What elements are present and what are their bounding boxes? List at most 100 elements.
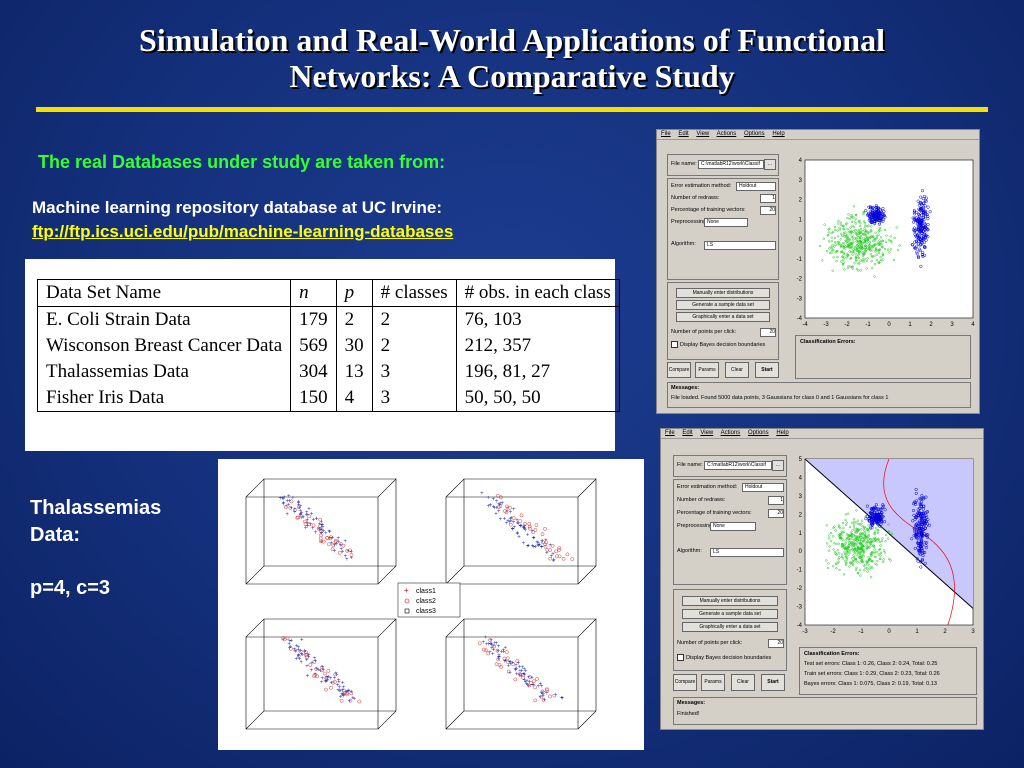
- class-1-point: [913, 546, 917, 551]
- manual-distributions-button[interactable]: Manually enter distributions: [676, 288, 770, 298]
- clear-button[interactable]: Clear: [731, 674, 755, 691]
- menu-options[interactable]: Options: [743, 131, 765, 137]
- generate-dataset-button[interactable]: Generate a sample data set: [676, 300, 770, 310]
- repo-link[interactable]: ftp://ftp.ics.uci.edu/pub/machine-learni…: [32, 222, 454, 241]
- class1-marker: +: [494, 511, 498, 517]
- browse-button[interactable]: ...: [772, 460, 784, 471]
- error-method-select[interactable]: Holdout: [742, 483, 784, 492]
- compare-button[interactable]: Compare: [667, 362, 691, 378]
- class-1-point: [923, 245, 927, 249]
- menu-actions[interactable]: Actions: [716, 131, 737, 137]
- class-1-point: [917, 526, 921, 530]
- graphical-entry-button[interactable]: Graphically enter a data set: [676, 312, 770, 322]
- class-0-point: [860, 245, 863, 248]
- params-button[interactable]: Params: [701, 674, 725, 691]
- class2-marker: [295, 515, 300, 520]
- menu-view[interactable]: View: [696, 131, 710, 137]
- class1-marker: +: [497, 655, 501, 661]
- class1-marker: +: [307, 653, 311, 659]
- class-1-point: [923, 561, 927, 565]
- redraws-field[interactable]: 1: [760, 194, 776, 203]
- start-button[interactable]: Start: [755, 362, 779, 378]
- error-method-select[interactable]: Holdout: [736, 182, 776, 191]
- x-tick-label: 1: [908, 322, 912, 328]
- class2-marker: [550, 544, 555, 548]
- class-0-point: [886, 248, 890, 251]
- class-0-point: [879, 554, 882, 557]
- class-0-point: [863, 569, 866, 572]
- class-0-point: [874, 248, 878, 251]
- class1-marker: +: [488, 503, 492, 509]
- browse-button[interactable]: ...: [764, 159, 776, 170]
- dataset-table-panel: Data Set Name n p # classes # obs. in ea…: [25, 259, 620, 451]
- x-tick-label: 1: [915, 629, 919, 635]
- class2-marker: [342, 688, 346, 693]
- menu-help[interactable]: Help: [776, 430, 789, 436]
- preproc-select[interactable]: None: [704, 218, 748, 227]
- scatter-axes-box: [445, 618, 597, 730]
- class1-marker: +: [517, 535, 521, 541]
- generate-dataset-button[interactable]: Generate a sample data set: [682, 609, 778, 619]
- preproc-select[interactable]: None: [710, 522, 756, 531]
- menu-file[interactable]: File: [661, 131, 671, 137]
- params-button[interactable]: Params: [695, 362, 719, 378]
- class2-marker: [540, 532, 545, 537]
- class-1-point: [873, 221, 877, 225]
- points-field[interactable]: 20: [760, 328, 776, 337]
- class-0-point: [851, 560, 855, 563]
- class-0-point: [858, 548, 861, 551]
- bayes-error-text: Bayes errors: Class 1: 0.075, Class 2: 0…: [804, 681, 937, 687]
- class-1-point: [924, 212, 928, 216]
- error-method-label: Error estimation method:: [671, 183, 732, 189]
- bayes-checkbox-label[interactable]: Display Bayes decision boundaries: [671, 341, 765, 348]
- class-1-point: [868, 205, 872, 209]
- class-0-point: [844, 518, 847, 522]
- class-1-point: [911, 519, 915, 523]
- pct-field[interactable]: 20: [760, 206, 776, 215]
- menu-options[interactable]: Options: [747, 430, 769, 436]
- pct-field[interactable]: 20: [768, 509, 784, 518]
- menu-view[interactable]: View: [700, 430, 714, 436]
- start-button[interactable]: Start: [761, 674, 785, 691]
- clear-button[interactable]: Clear: [725, 362, 749, 378]
- class-0-point: [854, 531, 857, 534]
- menu-file[interactable]: File: [665, 430, 675, 436]
- file-name-field[interactable]: C:\matlabR12\work\Classif: [704, 461, 772, 470]
- class-0-point: [856, 234, 859, 237]
- decision-boundary: [804, 458, 974, 609]
- class2-marker: [329, 685, 333, 690]
- algorithm-select[interactable]: LS: [710, 548, 784, 557]
- class1-marker: +: [320, 539, 324, 545]
- menu-help[interactable]: Help: [772, 131, 785, 137]
- bayes-checkbox[interactable]: [671, 341, 678, 348]
- class1-marker: +: [337, 678, 341, 684]
- class1-marker: +: [341, 694, 345, 700]
- class1-marker: +: [501, 648, 505, 654]
- compare-button[interactable]: Compare: [673, 674, 697, 691]
- graphical-entry-button[interactable]: Graphically enter a data set: [682, 622, 778, 632]
- bayes-checkbox-label[interactable]: Display Bayes decision boundaries: [677, 654, 771, 661]
- manual-distributions-button[interactable]: Manually enter distributions: [682, 596, 778, 606]
- bayes-checkbox[interactable]: [677, 654, 684, 661]
- menu-edit[interactable]: Edit: [682, 430, 693, 436]
- menu-edit[interactable]: Edit: [678, 131, 689, 137]
- class-1-point: [913, 530, 917, 534]
- class1-marker: +: [538, 543, 542, 549]
- algorithm-select[interactable]: LS: [704, 241, 776, 250]
- class-0-point: [861, 560, 864, 564]
- class-0-point: [869, 248, 872, 251]
- points-field[interactable]: 20: [768, 639, 784, 648]
- class1-marker: +: [482, 640, 486, 646]
- y-tick-label: 0: [799, 549, 803, 555]
- class1-marker: +: [339, 543, 343, 549]
- class-0-point: [859, 236, 862, 240]
- redraws-field[interactable]: 1: [768, 496, 784, 505]
- menu-actions[interactable]: Actions: [720, 430, 741, 436]
- class1-marker: +: [545, 691, 549, 697]
- class-0-point: [827, 549, 831, 552]
- class-1-point: [923, 226, 927, 230]
- class-0-point: [855, 548, 858, 552]
- class1-marker: +: [303, 650, 307, 656]
- file-name-field[interactable]: C:\matlabR12\work\Classif: [698, 160, 764, 169]
- x-tick-label: -2: [844, 322, 850, 328]
